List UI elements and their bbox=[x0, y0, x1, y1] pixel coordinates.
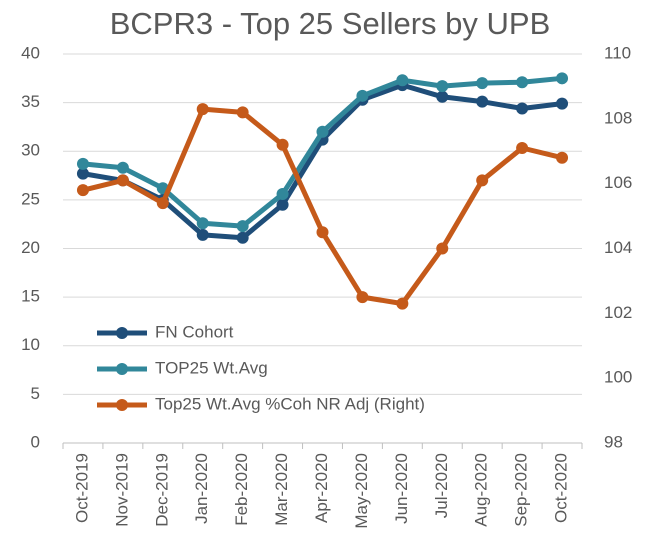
x-tick-label: Dec-2019 bbox=[152, 453, 171, 527]
y-tick-label: 5 bbox=[31, 384, 40, 403]
y2-tick-label: 110 bbox=[604, 43, 631, 62]
x-tick-label: Oct-2019 bbox=[72, 453, 91, 523]
x-tick-label: May-2020 bbox=[352, 453, 371, 529]
y-tick-label: 0 bbox=[31, 432, 40, 451]
x-tick-label: Jun-2020 bbox=[392, 453, 411, 524]
legend-label: FN Cohort bbox=[155, 322, 234, 341]
y-tick-label: 35 bbox=[21, 92, 40, 111]
y2-tick-label: 106 bbox=[604, 173, 632, 192]
point bbox=[196, 228, 209, 241]
chart-title: BCPR3 - Top 25 Sellers by UPB bbox=[110, 6, 551, 41]
x-tick-label: Sep-2020 bbox=[512, 453, 531, 527]
x-tick-label: Mar-2020 bbox=[272, 453, 291, 526]
x-tick-label: Nov-2019 bbox=[112, 453, 131, 527]
y2-tick-label: 104 bbox=[604, 238, 632, 257]
point bbox=[236, 231, 249, 244]
point bbox=[156, 197, 169, 210]
point bbox=[396, 297, 409, 310]
point bbox=[276, 198, 289, 211]
point bbox=[76, 157, 89, 170]
legend-marker bbox=[116, 363, 128, 375]
point bbox=[356, 291, 369, 304]
point bbox=[76, 184, 89, 197]
x-tick-label: Jan-2020 bbox=[192, 453, 211, 524]
point bbox=[356, 89, 369, 102]
y2-tick-label: 102 bbox=[604, 303, 632, 322]
x-tick-label: Apr-2020 bbox=[312, 453, 331, 523]
y2-tick-label: 98 bbox=[604, 432, 623, 451]
y-tick-label: 25 bbox=[21, 189, 40, 208]
x-tick-label: Oct-2020 bbox=[552, 453, 571, 523]
point bbox=[236, 220, 249, 233]
x-tick-label: Jul-2020 bbox=[432, 453, 451, 518]
point bbox=[476, 77, 489, 90]
point bbox=[276, 188, 289, 201]
point bbox=[556, 97, 569, 110]
point bbox=[316, 125, 329, 138]
legend-marker bbox=[116, 399, 128, 411]
point bbox=[516, 76, 529, 89]
point bbox=[476, 174, 489, 187]
point bbox=[436, 80, 449, 93]
y-tick-label: 40 bbox=[21, 43, 40, 62]
point bbox=[76, 167, 89, 180]
point bbox=[316, 226, 329, 239]
point bbox=[436, 90, 449, 103]
y2-tick-label: 100 bbox=[604, 368, 632, 387]
point bbox=[196, 103, 209, 116]
y-tick-label: 15 bbox=[21, 287, 40, 306]
legend-label: TOP25 Wt.Avg bbox=[155, 358, 268, 377]
y-tick-label: 20 bbox=[21, 238, 40, 257]
x-tick-label: Feb-2020 bbox=[232, 453, 251, 526]
legend-label: Top25 Wt.Avg %Coh NR Adj (Right) bbox=[155, 394, 425, 413]
point bbox=[116, 174, 129, 187]
point bbox=[556, 151, 569, 164]
point bbox=[516, 142, 529, 155]
y-tick-label: 30 bbox=[21, 141, 40, 160]
point bbox=[436, 242, 449, 255]
point bbox=[276, 138, 289, 151]
y2-tick-label: 108 bbox=[604, 108, 632, 127]
point bbox=[396, 74, 409, 87]
point bbox=[116, 161, 129, 174]
series-line bbox=[82, 82, 563, 241]
point bbox=[516, 102, 529, 115]
legend-marker bbox=[116, 327, 128, 339]
point bbox=[556, 72, 569, 85]
x-tick-label: Aug-2020 bbox=[472, 453, 491, 527]
point bbox=[476, 95, 489, 108]
point bbox=[236, 106, 249, 119]
point bbox=[196, 217, 209, 230]
y-tick-label: 10 bbox=[21, 335, 40, 354]
